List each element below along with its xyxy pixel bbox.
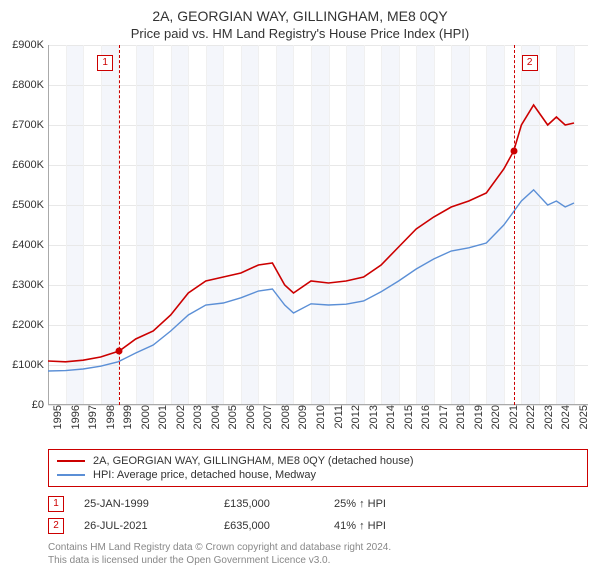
x-axis-label: 2021: [504, 405, 520, 429]
x-axis-label: 1997: [83, 405, 99, 429]
transactions-table: 1 25-JAN-1999£135,00025% ↑ HPI 2 26-JUL-202…: [48, 493, 588, 537]
transaction-marker-cell: 1: [48, 496, 64, 512]
x-axis-label: 2006: [241, 405, 257, 429]
legend-label: 2A, GEORGIAN WAY, GILLINGHAM, ME8 0QY (d…: [93, 455, 414, 467]
x-axis-label: 2020: [486, 405, 502, 429]
legend-item: 2A, GEORGIAN WAY, GILLINGHAM, ME8 0QY (d…: [57, 454, 579, 468]
legend-swatch: [57, 460, 85, 462]
y-axis-label: £300K: [12, 279, 48, 291]
x-axis-label: 2011: [329, 405, 345, 429]
y-axis-label: £200K: [12, 319, 48, 331]
x-axis-label: 2022: [521, 405, 537, 429]
transaction-price: £135,000: [224, 498, 334, 510]
transaction-row: 1 25-JAN-1999£135,00025% ↑ HPI: [48, 493, 588, 515]
plot-region: £0£100K£200K£300K£400K£500K£600K£700K£80…: [48, 45, 588, 405]
x-axis-label: 2004: [206, 405, 222, 429]
transaction-marker-cell: 2: [48, 518, 64, 534]
transaction-row: 2 26-JUL-2021£635,00041% ↑ HPI: [48, 515, 588, 537]
x-axis-label: 2015: [399, 405, 415, 429]
legend-swatch: [57, 474, 85, 476]
x-axis-label: 2000: [136, 405, 152, 429]
x-axis-label: 2003: [188, 405, 204, 429]
x-axis-label: 2007: [258, 405, 274, 429]
chart-subtitle: Price paid vs. HM Land Registry's House …: [0, 24, 600, 45]
x-axis-label: 2009: [293, 405, 309, 429]
transaction-marker-2: 2: [522, 55, 538, 71]
x-axis-label: 2014: [381, 405, 397, 429]
x-axis-label: 2001: [153, 405, 169, 429]
footer-line1: Contains HM Land Registry data © Crown c…: [48, 541, 588, 554]
y-axis-label: £700K: [12, 119, 48, 131]
x-axis-label: 2016: [416, 405, 432, 429]
y-axis-label: £500K: [12, 199, 48, 211]
x-axis-label: 1995: [48, 405, 64, 429]
y-axis-label: £100K: [12, 359, 48, 371]
x-axis-label: 2017: [434, 405, 450, 429]
legend-box: 2A, GEORGIAN WAY, GILLINGHAM, ME8 0QY (d…: [48, 449, 588, 487]
transaction-price: £635,000: [224, 520, 334, 532]
y-axis-label: £600K: [12, 159, 48, 171]
x-axis-label: 2025: [574, 405, 590, 429]
x-axis-label: 2008: [276, 405, 292, 429]
y-axis-label: £800K: [12, 79, 48, 91]
transaction-pct: 25% ↑ HPI: [334, 498, 454, 510]
x-axis-label: 1998: [101, 405, 117, 429]
x-axis-label: 2002: [171, 405, 187, 429]
transaction-date: 26-JUL-2021: [84, 520, 224, 532]
legend-label: HPI: Average price, detached house, Medw…: [93, 469, 316, 481]
x-axis-label: 2012: [346, 405, 362, 429]
x-axis-label: 2019: [469, 405, 485, 429]
x-axis-label: 2024: [556, 405, 572, 429]
legend-item: HPI: Average price, detached house, Medw…: [57, 468, 579, 482]
x-axis-label: 2005: [223, 405, 239, 429]
x-axis-label: 1999: [118, 405, 134, 429]
x-axis-label: 1996: [66, 405, 82, 429]
transaction-pct: 41% ↑ HPI: [334, 520, 454, 532]
y-axis-label: £400K: [12, 239, 48, 251]
x-axis-label: 2023: [539, 405, 555, 429]
x-axis-label: 2010: [311, 405, 327, 429]
y-axis-label: £0: [32, 399, 48, 411]
transaction-marker-1: 1: [97, 55, 113, 71]
chart-title: 2A, GEORGIAN WAY, GILLINGHAM, ME8 0QY: [0, 0, 600, 24]
chart-container: 2A, GEORGIAN WAY, GILLINGHAM, ME8 0QY Pr…: [0, 0, 600, 560]
transaction-date: 25-JAN-1999: [84, 498, 224, 510]
chart-lines: [48, 45, 588, 405]
x-axis-label: 2013: [364, 405, 380, 429]
footer-attribution: Contains HM Land Registry data © Crown c…: [48, 541, 588, 567]
chart-area: £0£100K£200K£300K£400K£500K£600K£700K£80…: [48, 45, 588, 405]
footer-line2: This data is licensed under the Open Gov…: [48, 554, 588, 567]
x-axis-label: 2018: [451, 405, 467, 429]
y-axis-label: £900K: [12, 39, 48, 51]
